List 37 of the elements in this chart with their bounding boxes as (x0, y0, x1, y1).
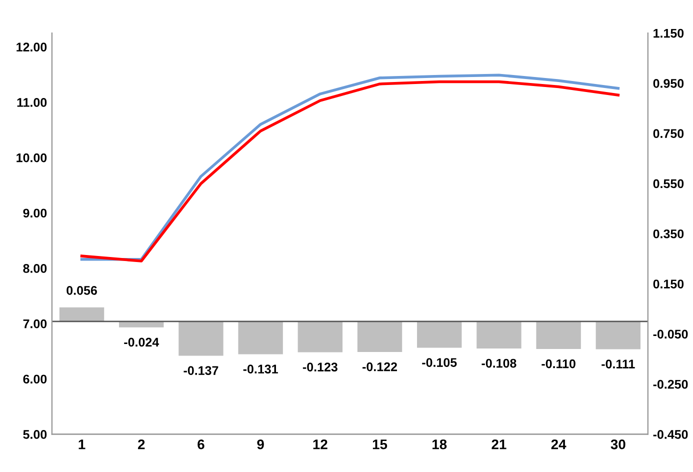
x-tick-label: 1 (78, 440, 86, 450)
y-tick-label: 11.00 (17, 98, 47, 107)
y-tick-label: 12.00 (16, 42, 47, 52)
data-label: 0.056 (66, 286, 97, 295)
x-tick-label: 6 (198, 439, 204, 450)
data-label: -0.024 (124, 338, 160, 347)
y2-tick-label: -0.250 (653, 380, 688, 389)
y2-tick-label: 0.750 (653, 129, 684, 138)
y2-tick-label: 0.150 (653, 280, 684, 288)
x-tick-label: 24 (551, 439, 566, 450)
y2-tick-label: -0.050 (653, 330, 688, 339)
y-tick-label: 8.00 (23, 264, 47, 273)
x-tick-label: 9 (257, 439, 264, 450)
y2-tick-label: -0.450 (653, 430, 688, 439)
y-tick-label: 5.00 (23, 430, 47, 439)
x-tick-label: 30 (610, 439, 626, 450)
x-tick-label: 12 (313, 439, 328, 450)
y-tick-label: 6.00 (23, 374, 47, 384)
x-tick-label: 15 (372, 440, 388, 450)
data-label: -0.122 (362, 362, 397, 372)
y2-tick-label: 0.950 (653, 78, 684, 88)
x-tick-label: 21 (492, 439, 506, 450)
x-tick-label: 18 (432, 439, 447, 450)
data-label: -0.105 (422, 358, 457, 367)
data-label: -0.111 (602, 360, 635, 368)
y2-tick-label: 0.550 (653, 179, 684, 188)
y2-tick-label: 0.350 (653, 229, 684, 238)
data-label: -0.108 (482, 358, 516, 368)
y2-tick-label: 1.150 (654, 28, 684, 38)
y-tick-label: 7.00 (23, 319, 47, 328)
data-label: -0.110 (542, 359, 576, 368)
data-label: -0.137 (184, 366, 218, 375)
y-tick-label: 9.00 (23, 208, 47, 218)
data-label: -0.123 (302, 362, 338, 372)
y-tick-label: 10.00 (16, 153, 47, 162)
data-label: -0.131 (243, 364, 278, 374)
x-tick-label: 2 (138, 439, 145, 450)
